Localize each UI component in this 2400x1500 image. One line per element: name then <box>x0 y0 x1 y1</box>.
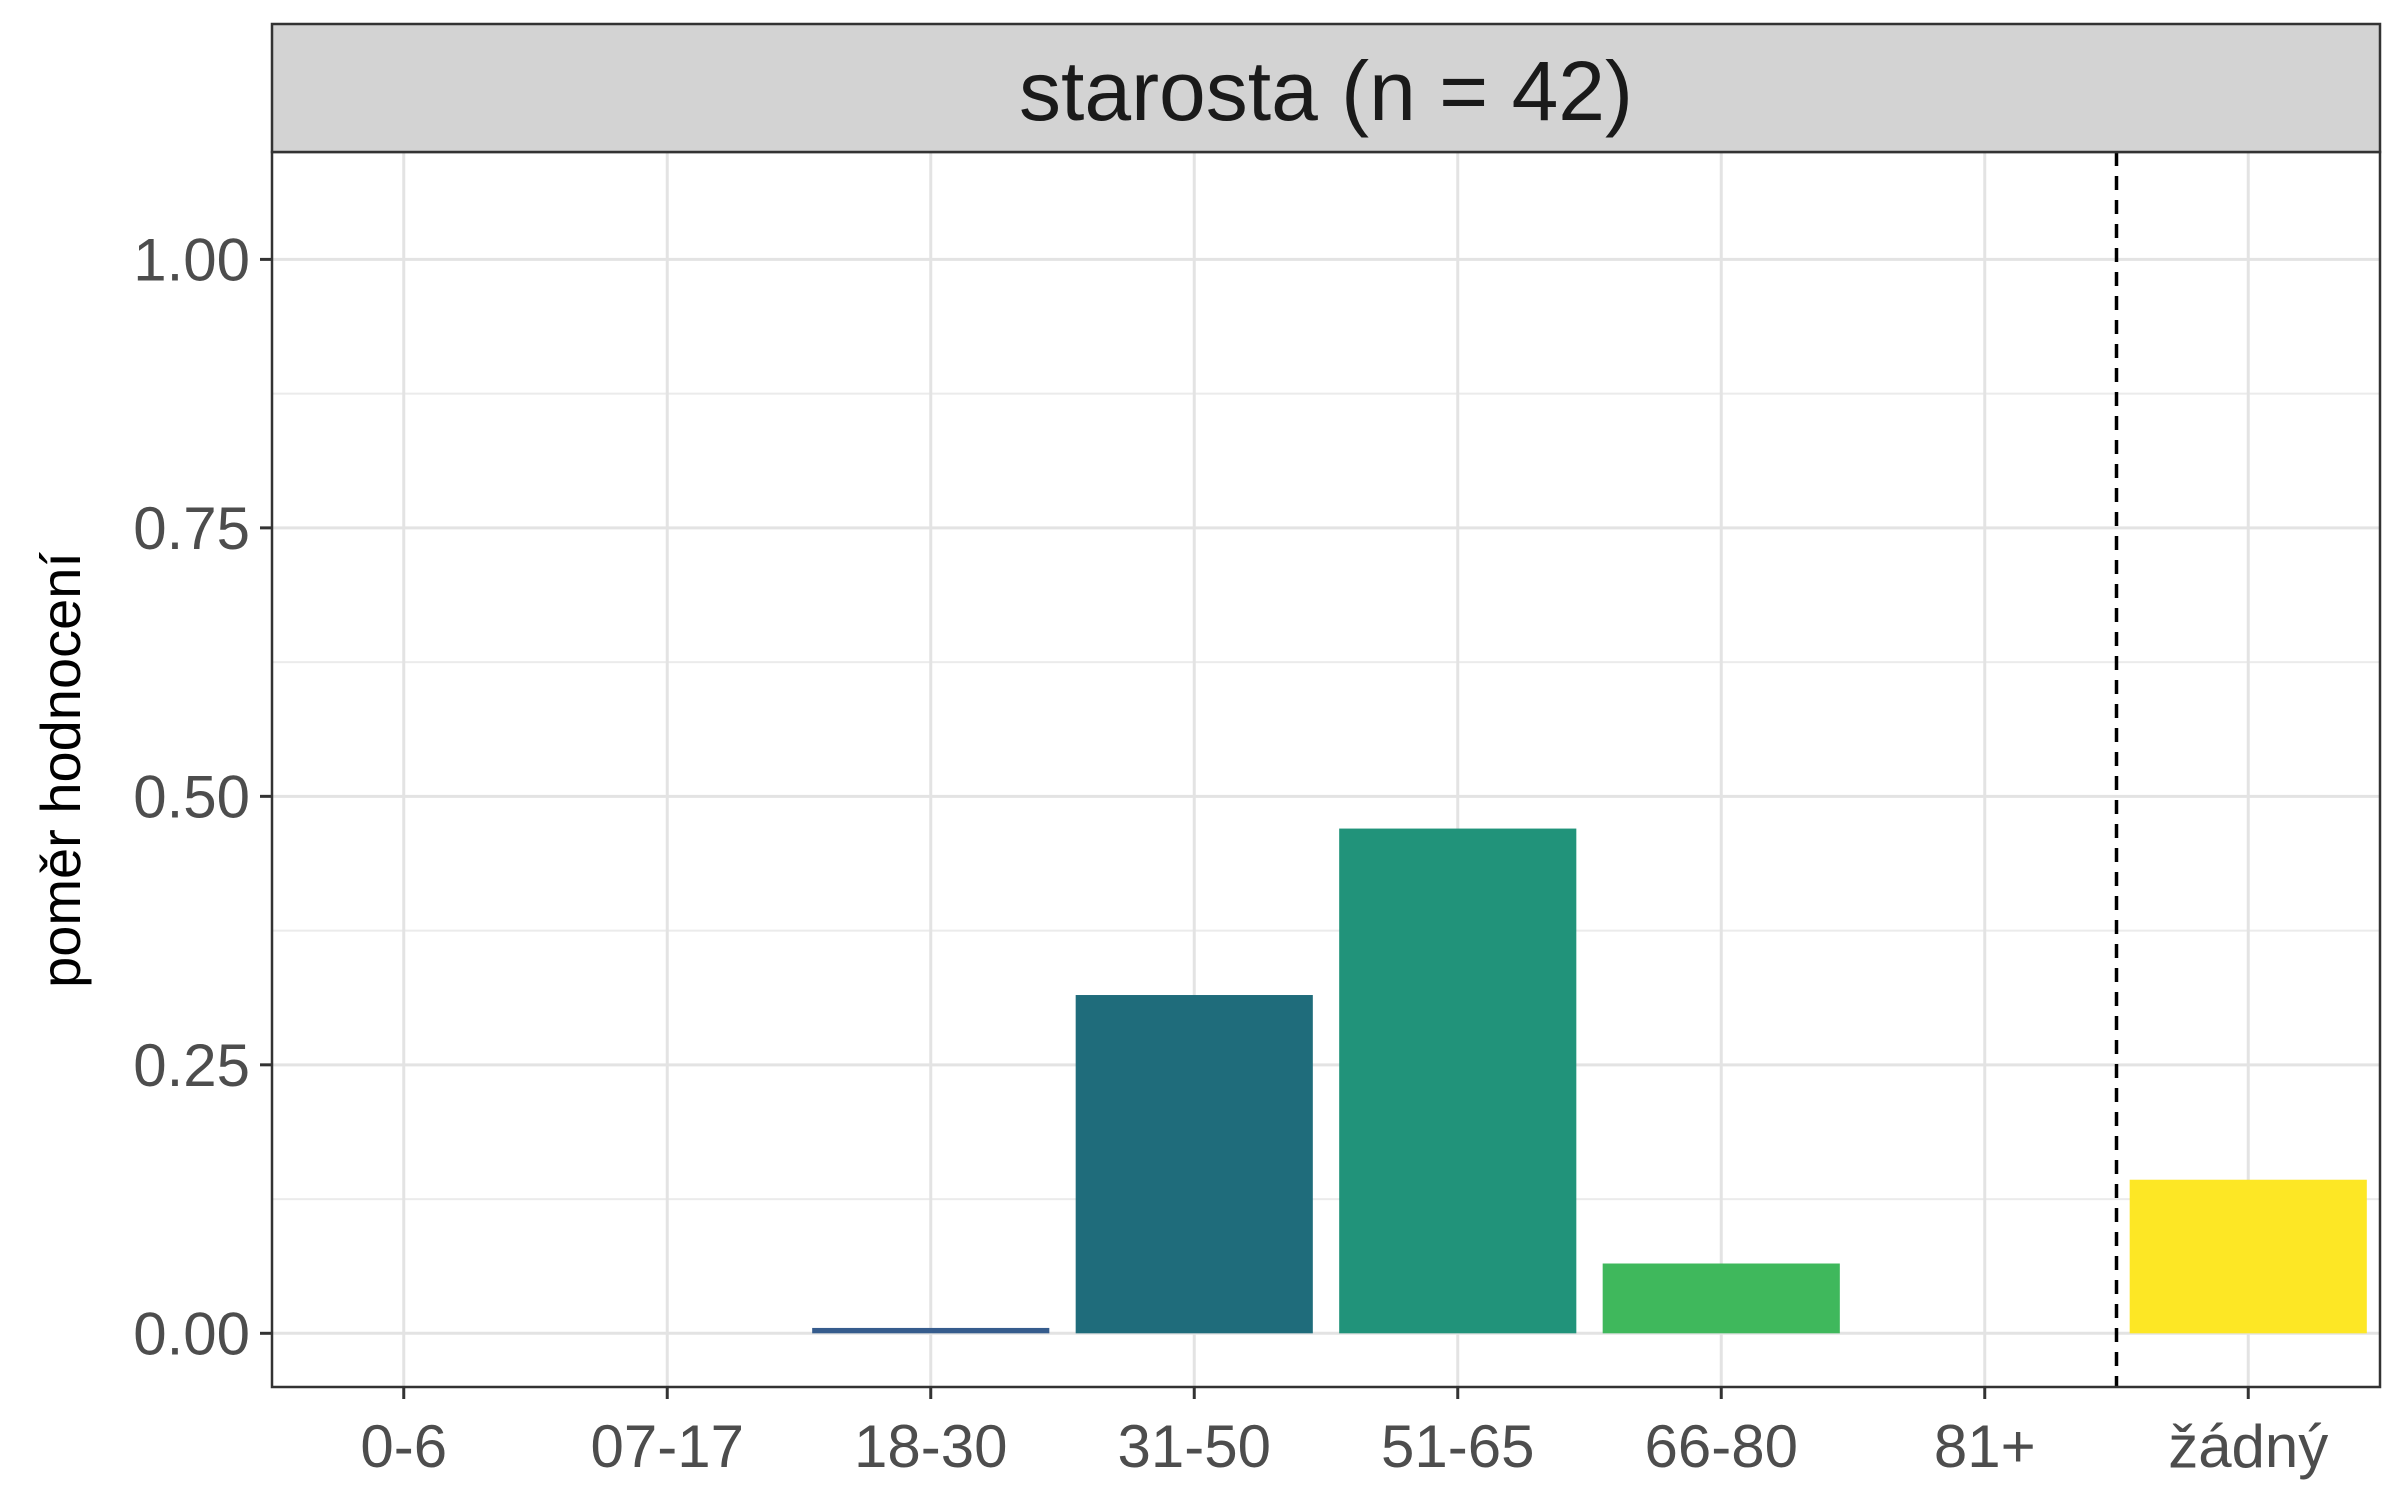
facet-strip <box>270 22 2382 154</box>
y-tick-label: 1.00 <box>133 226 250 293</box>
facet-title: starosta (n = 42) <box>1019 44 1633 138</box>
x-tick-label: 07-17 <box>591 1413 744 1480</box>
x-tick-label: 51-65 <box>1381 1413 1534 1480</box>
y-tick-label: 0.00 <box>133 1300 250 1367</box>
x-tick-label: 31-50 <box>1118 1413 1271 1480</box>
bar-31-50 <box>1075 995 1313 1334</box>
y-axis: 0.00 0.25 0.50 0.75 1.00 <box>133 226 272 1367</box>
bar-51-65 <box>1339 828 1577 1334</box>
x-tick-label: žádný <box>2168 1413 2328 1480</box>
x-tick-label: 81+ <box>1934 1413 2036 1480</box>
x-tick-label: 66-80 <box>1645 1413 1798 1480</box>
x-axis: 0-6 07-17 18-30 31-50 51-65 66-80 81+ žádný <box>360 1387 2328 1480</box>
y-tick-label: 0.50 <box>133 763 250 830</box>
y-axis-title: poměr hodnocení <box>29 552 92 988</box>
bar-18-30 <box>812 1327 1050 1334</box>
plot-background <box>272 152 2380 1387</box>
x-tick-label: 18-30 <box>854 1413 1007 1480</box>
bars <box>812 828 2367 1334</box>
y-tick-label: 0.75 <box>133 495 250 562</box>
bar-66-80 <box>1602 1263 1840 1334</box>
bar-žádný <box>2129 1179 2367 1334</box>
x-tick-label: 0-6 <box>360 1413 447 1480</box>
minor-gridlines <box>272 392 2380 1201</box>
y-tick-label: 0.25 <box>133 1032 250 1099</box>
